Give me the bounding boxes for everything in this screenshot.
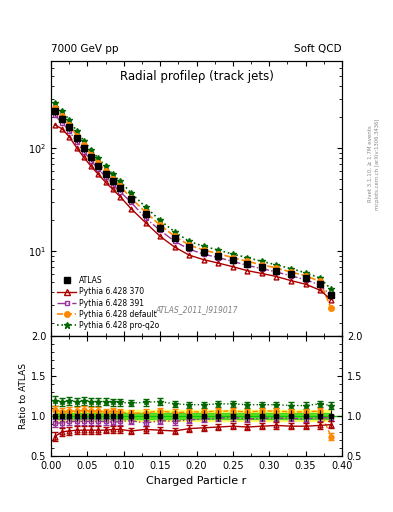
- Y-axis label: Ratio to ATLAS: Ratio to ATLAS: [19, 363, 28, 429]
- Text: Radial profileρ (track jets): Radial profileρ (track jets): [119, 70, 274, 82]
- Legend: ATLAS, Pythia 6.428 370, Pythia 6.428 391, Pythia 6.428 default, Pythia 6.428 pr: ATLAS, Pythia 6.428 370, Pythia 6.428 39…: [55, 273, 162, 332]
- Text: 7000 GeV pp: 7000 GeV pp: [51, 44, 119, 54]
- Text: ATLAS_2011_I919017: ATLAS_2011_I919017: [155, 305, 238, 314]
- Text: mcplots.cern.ch [arXiv:1306.3436]: mcplots.cern.ch [arXiv:1306.3436]: [375, 118, 380, 209]
- Text: Soft QCD: Soft QCD: [294, 44, 342, 54]
- Text: Rivet 3.1.10, ≥ 1.7M events: Rivet 3.1.10, ≥ 1.7M events: [367, 125, 373, 202]
- X-axis label: Charged Particle r: Charged Particle r: [146, 476, 247, 486]
